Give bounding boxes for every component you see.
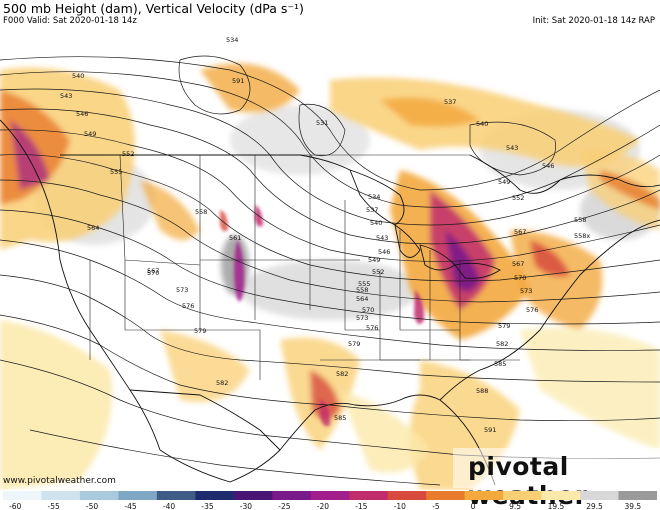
coastlines [0,119,660,486]
colorbar-label: -45 [124,502,136,510]
contour-label: 552 [512,194,524,202]
contour-label: 561 [229,234,241,242]
colorbar-swatch [310,491,350,500]
contour-label: 564 [356,295,368,303]
contour-label: 573 [356,314,368,322]
contour-label: 558 [574,216,586,224]
colorbar-swatch [541,491,581,500]
colorbar-swatch [464,491,504,500]
colorbar-label: -35 [201,502,213,510]
contour-label: 546 [378,248,390,256]
colorbar-label: -15 [355,502,367,510]
contour-label: 582 [216,379,228,387]
colorbar-label: -10 [394,502,406,510]
colorbar-swatch [272,491,312,500]
weather-map: 534 540 543 546 549 552 555 558 564 567 … [0,30,660,490]
colorbar-swatch [580,491,620,500]
contour-label: 534 [368,193,380,201]
colorbar-swatch [387,491,427,500]
contour-label: 585 [334,414,346,422]
colorbar-swatch [618,491,657,500]
contour-label: 588 [476,387,488,395]
colorbar-label: 19.5 [548,502,565,510]
contour-label: 570 [514,274,526,282]
colorbar-label: -55 [48,502,60,510]
contour-label: 573 [520,287,532,295]
colorbar-label: -30 [240,502,252,510]
contour-label: 543 [506,144,518,152]
contour-label: 549 [84,130,96,138]
colorbar-label: -60 [9,502,21,510]
contour-label: 558x [574,232,590,240]
contour-label: 567 [512,260,524,268]
contour-label: 576 [526,306,538,314]
colorbar-label: -40 [163,502,175,510]
watermark-url: www.pivotalweather.com [3,476,116,486]
contour-label: 567 [147,267,159,275]
valid-time: F000 Valid: Sat 2020-01-18 14z [3,16,137,26]
colorbar-label: -20 [317,502,329,510]
colorbar-label: -5 [432,502,440,510]
colorbar-label: 29.5 [586,502,603,510]
contour-label: 573 [176,286,188,294]
contour-label: 552 [122,150,134,158]
colorbar-label: -25 [278,502,290,510]
contour-label: 591 [232,77,244,85]
map-header: 500 mb Height (dam), Vertical Velocity (… [0,0,660,30]
colorbar-label: 9.5 [509,502,521,510]
contour-label: 540 [476,120,488,128]
contour-label: 558 [356,286,368,294]
colorbar-swatch [156,491,196,500]
contour-label: 579 [348,340,360,348]
contour-label: 543 [60,92,72,100]
contour-label: 546 [76,110,88,118]
contour-label: 570 [362,306,374,314]
contour-label: 555 [110,168,122,176]
colorbar-swatch [41,491,81,500]
colorbar-swatch [503,491,543,500]
init-time: Init: Sat 2020-01-18 14z RAP [532,16,655,26]
colorbar-swatch [79,491,119,500]
contour-label: 579 [498,322,510,330]
colorbar-label: -50 [86,502,98,510]
colorbar-labels: -60 -55 -50 -45 -40 -35 -30 -25 -20 -15 -10 -5 0 9.5 1… [9,502,641,510]
colorbar-swatch [3,491,42,500]
contour-label: 570 [147,269,159,277]
contour-label: 582 [336,370,348,378]
contour-label: 546 [542,162,554,170]
colorbar-swatch [349,491,389,500]
contour-label: 549 [368,256,380,264]
contour-label: 567 [514,228,526,236]
contour-label: 579 [194,327,206,335]
contour-label: 537 [444,98,456,106]
colorbar-swatch [426,491,466,500]
colorbar-label: 0 [471,502,476,510]
contour-label: 540 [72,72,84,80]
colorbar-swatch [233,491,273,500]
contour-label: 537 [366,206,378,214]
map-title: 500 mb Height (dam), Vertical Velocity (… [3,1,304,16]
colorbar-swatch [118,491,158,500]
contour-label: 576 [366,324,378,332]
contour-label: 555 [358,280,370,288]
contour-label: 543 [376,234,388,242]
colorbar-label: 39.5 [625,502,642,510]
colorbar: -60 -55 -50 -45 -40 -35 -30 -25 -20 -15 -10 -5 0 9.5 1… [3,491,657,510]
international-borders [60,154,561,451]
colorbar-swatch [195,491,235,500]
contour-label: 534 [226,36,238,44]
contour-label: 576 [182,302,194,310]
contour-label: 549 [498,178,510,186]
contour-label: 558 [195,208,207,216]
contour-label: 591 [484,426,496,434]
contour-label: 552 [372,268,384,276]
contour-label: 564 [87,224,99,232]
contour-label-layer: 534 540 543 546 549 552 555 558 564 567 … [60,36,590,434]
contour-label: 585 [494,360,506,368]
colorbar-swatches [3,491,657,500]
contour-label: 531 [316,119,328,127]
contour-label: 582 [496,340,508,348]
rising-motion-shading [0,63,660,490]
contour-label: 540 [370,219,382,227]
